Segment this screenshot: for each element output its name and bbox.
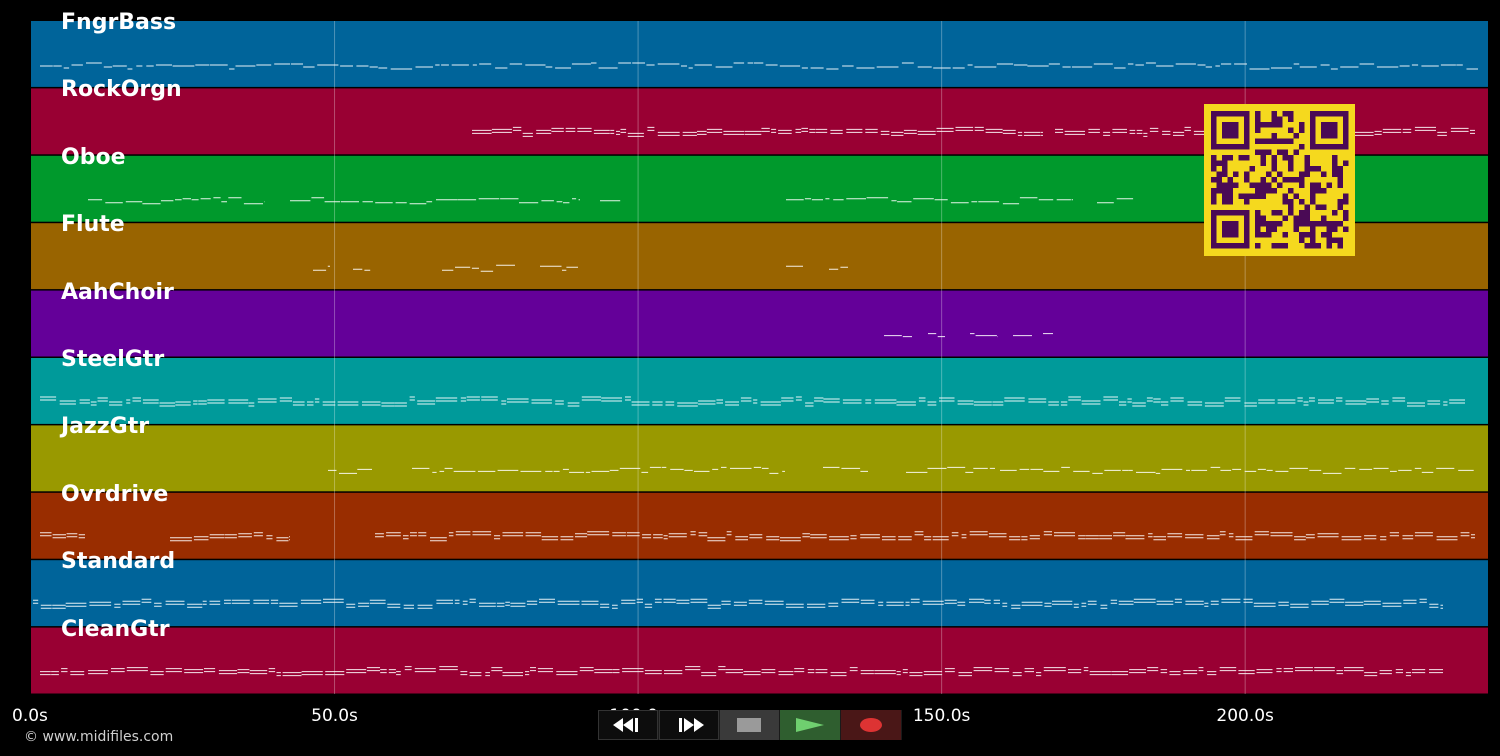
lane-jazzgtr bbox=[31, 425, 1488, 492]
track-label-jazzgtr: JazzGtr bbox=[61, 414, 150, 440]
lane-steelgtr bbox=[31, 358, 1488, 424]
track-label-aahchoir: AahChoir bbox=[61, 279, 174, 305]
play-icon bbox=[796, 718, 825, 732]
qr-code bbox=[1204, 104, 1355, 256]
copyright-text: © www.midifiles.com bbox=[24, 729, 174, 745]
track-label-flute: Flute bbox=[61, 212, 125, 238]
stop-icon bbox=[737, 718, 762, 732]
fast-forward-button[interactable] bbox=[658, 710, 719, 740]
record-button[interactable] bbox=[841, 710, 901, 740]
time-tick-label: 150.0s bbox=[912, 706, 971, 726]
note-strokes bbox=[40, 666, 1443, 677]
lane-fngrbass bbox=[31, 21, 1488, 87]
time-tick-label: 200.0s bbox=[1216, 706, 1274, 726]
note-strokes bbox=[313, 264, 848, 272]
rewind-button[interactable] bbox=[598, 710, 658, 740]
transport-bar bbox=[598, 710, 902, 740]
track-label-oboe: Oboe bbox=[61, 144, 126, 170]
track-label-steelgtr: SteelGtr bbox=[61, 347, 165, 372]
note-strokes bbox=[88, 197, 1134, 205]
lane-cleangtr bbox=[31, 627, 1488, 694]
note-strokes bbox=[40, 396, 1465, 407]
note-strokes bbox=[40, 531, 1475, 542]
time-tick-label: 0.0s bbox=[12, 706, 48, 726]
rewind-icon bbox=[612, 718, 638, 732]
note-strokes bbox=[40, 62, 1478, 70]
track-label-cleangtr: CleanGtr bbox=[61, 616, 170, 642]
track-label-fngrbass: FngrBass bbox=[61, 10, 177, 35]
note-strokes bbox=[884, 333, 1053, 338]
note-strokes bbox=[33, 598, 1443, 609]
track-label-rockorgn: RockOrgn bbox=[61, 77, 182, 103]
play-button[interactable] bbox=[780, 710, 841, 740]
track-label-ovrdrive: Ovrdrive bbox=[61, 481, 169, 507]
lane-standard bbox=[31, 560, 1488, 627]
record-icon bbox=[860, 718, 883, 732]
note-strokes bbox=[328, 466, 1474, 474]
lane-aahchoir bbox=[31, 290, 1488, 357]
note-strokes bbox=[472, 126, 1475, 137]
stop-button[interactable] bbox=[719, 710, 780, 740]
track-label-standard: Standard bbox=[61, 549, 176, 575]
time-tick-label: 50.0s bbox=[311, 706, 358, 726]
fast-forward-icon bbox=[678, 718, 704, 732]
lane-ovrdrive bbox=[31, 492, 1488, 559]
